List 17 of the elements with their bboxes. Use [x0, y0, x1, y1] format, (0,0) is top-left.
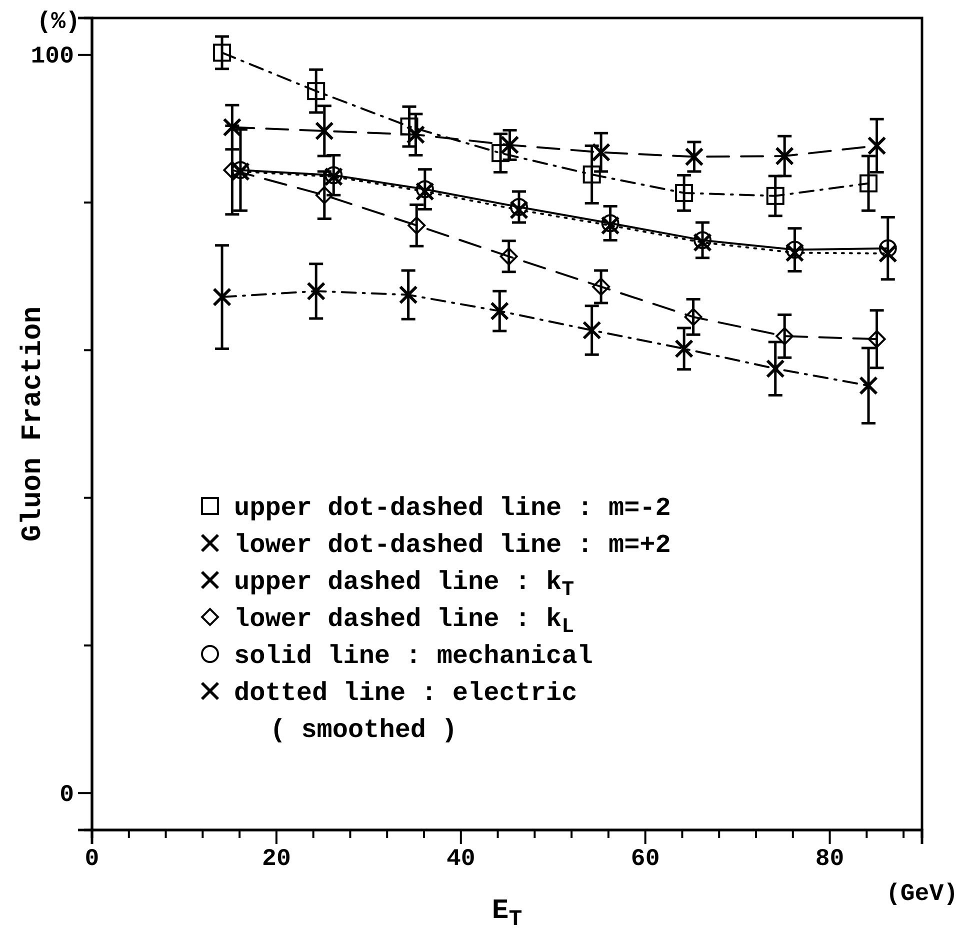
x-tick-label: 0	[84, 846, 100, 874]
x-tick-label: 60	[630, 846, 660, 874]
x-tick-label: 40	[446, 846, 476, 874]
legend-label: dotted line : electric	[234, 678, 578, 708]
legend-label: upper dashed line : k$_{T}$	[234, 567, 574, 602]
text: (%)	[36, 9, 80, 36]
legend-label: upper dot-dashed line : m=-2	[234, 493, 671, 523]
x-tick-label: 80	[815, 846, 844, 874]
y-axis-title: Gluon Fraction	[18, 306, 49, 542]
legend-label: lower dashed line : k$_{L}$	[234, 604, 574, 640]
x-axis-title: E$_{T}$	[492, 896, 522, 932]
annotation: ( smoothed )	[270, 715, 458, 745]
text: (GeV)	[886, 881, 958, 908]
x-tick-label: 20	[262, 846, 291, 874]
y-tick-label: 100	[30, 44, 74, 71]
legend-label: solid line : mechanical	[234, 641, 593, 671]
legend-label: lower dot-dashed line : m=+2	[234, 530, 671, 560]
